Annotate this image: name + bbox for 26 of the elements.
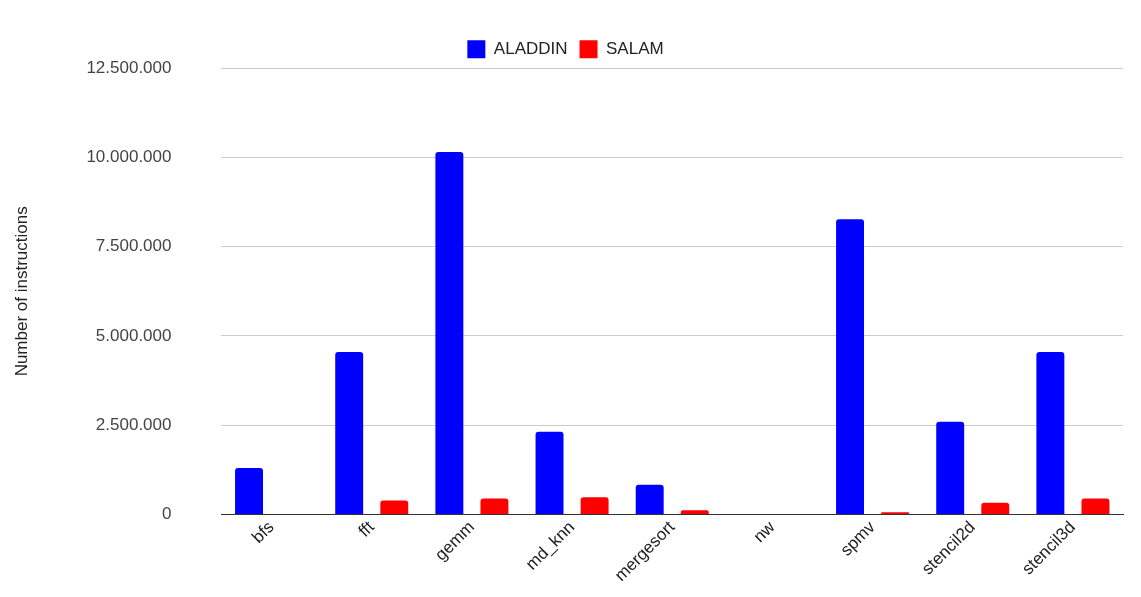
legend-label: SALAM	[606, 38, 664, 58]
bar	[1081, 498, 1110, 514]
bar	[1036, 352, 1065, 514]
y-tick-label: 2.500.000	[95, 414, 172, 434]
bar	[635, 484, 664, 514]
x-tick-label: bfs	[248, 517, 278, 547]
y-tick-label: 7.500.000	[95, 236, 172, 256]
bar	[380, 500, 409, 514]
x-tick-label: nw	[749, 516, 780, 547]
bar	[235, 468, 263, 514]
x-tick-label: fft	[354, 517, 379, 541]
y-tick-label: 0	[162, 504, 172, 524]
bar	[435, 152, 464, 514]
y-tick-label: 5.000.000	[95, 325, 172, 345]
y-tick-label: 10.000.000	[86, 147, 172, 167]
bar	[335, 352, 364, 514]
bar	[981, 502, 1010, 514]
bar	[580, 497, 609, 514]
bar	[680, 510, 709, 514]
legend-label: ALADDIN	[493, 38, 568, 58]
bar	[936, 421, 965, 514]
bar	[535, 431, 564, 514]
bar	[836, 219, 865, 514]
bar	[480, 498, 509, 514]
y-tick-label: 12.500.000	[86, 57, 172, 77]
y-axis-title: Number of instructions	[11, 206, 31, 377]
